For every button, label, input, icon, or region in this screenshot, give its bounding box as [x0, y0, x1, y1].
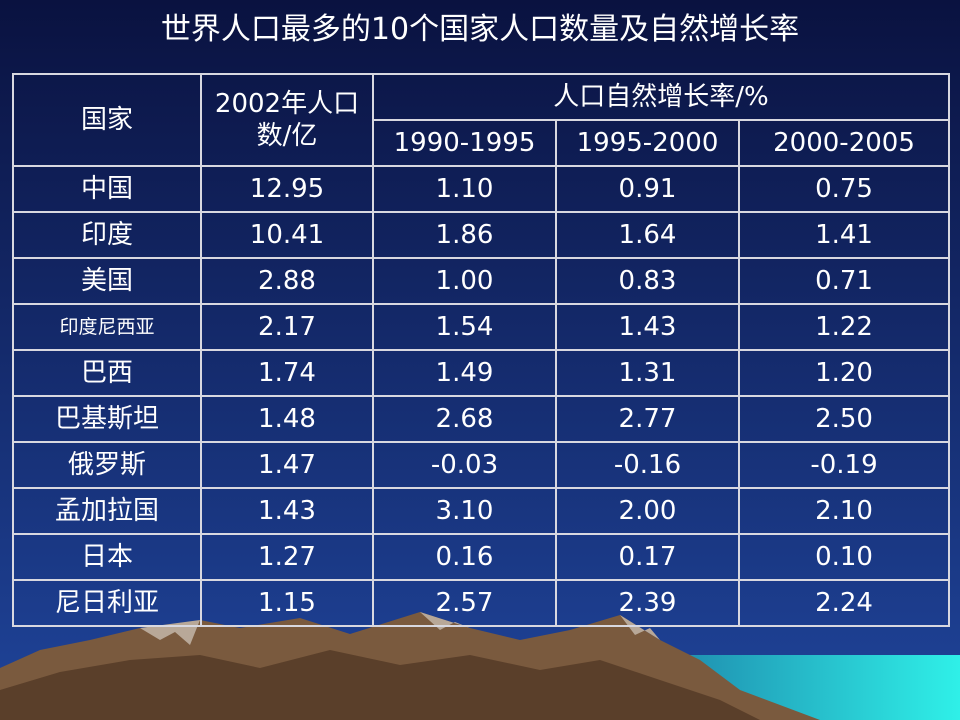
value-cell: 1.86	[372, 211, 557, 259]
value-cell: 1.74	[200, 349, 374, 397]
title: 世界人口最多的10个国家人口数量及自然增长率	[160, 12, 800, 47]
country-cell: 印度	[12, 211, 202, 259]
value-cell: 0.10	[737, 533, 951, 581]
country-cell: 俄罗斯	[12, 441, 202, 489]
value-cell: 1.20	[737, 349, 951, 397]
table-row: 孟加拉国 1.43 3.10 2.00 2.10	[12, 487, 951, 535]
header-cell: 国家	[12, 73, 202, 167]
value-cell: 2.17	[200, 303, 374, 351]
country-cell: 美国	[12, 257, 202, 305]
table-row: 巴基斯坦 1.48 2.68 2.77 2.50	[12, 395, 951, 443]
value-cell: 1.22	[737, 303, 951, 351]
value-cell: 1.15	[200, 579, 374, 627]
mountains-front	[0, 650, 760, 720]
value-cell: 1.64	[555, 211, 740, 259]
country-cell: 巴基斯坦	[12, 395, 202, 443]
value-cell: 1.48	[200, 395, 374, 443]
country-cell: 中国	[12, 165, 202, 213]
value-cell: 2.00	[555, 487, 740, 535]
value-cell: 1.00	[372, 257, 557, 305]
table-row: 尼日利亚 1.15 2.57 2.39 2.24	[12, 579, 951, 627]
value-cell: 0.75	[737, 165, 951, 213]
value-cell: 1.31	[555, 349, 740, 397]
value-cell: 1.10	[372, 165, 557, 213]
value-cell: 2.88	[200, 257, 374, 305]
data-table: 国家 2002年人口数/亿 人口自然增长率/% 1990-1995 1995-2…	[12, 73, 951, 627]
value-cell: -0.03	[372, 441, 557, 489]
value-cell: 10.41	[200, 211, 374, 259]
value-cell: 1.41	[737, 211, 951, 259]
header-cell: 1990-1995	[372, 119, 557, 167]
value-cell: 1.54	[372, 303, 557, 351]
country-cell: 印度尼西亚	[12, 303, 202, 351]
value-cell: 1.43	[200, 487, 374, 535]
value-cell: 12.95	[200, 165, 374, 213]
value-cell: 1.43	[555, 303, 740, 351]
header-cell: 2000-2005	[737, 119, 951, 167]
value-cell: 0.91	[555, 165, 740, 213]
table-row: 美国 2.88 1.00 0.83 0.71	[12, 257, 951, 305]
value-cell: 3.10	[372, 487, 557, 535]
table-row: 俄罗斯 1.47 -0.03 -0.16 -0.19	[12, 441, 951, 489]
value-cell: 2.50	[737, 395, 951, 443]
value-cell: 0.71	[737, 257, 951, 305]
value-cell: -0.19	[737, 441, 951, 489]
value-cell: 0.16	[372, 533, 557, 581]
value-cell: 2.39	[555, 579, 740, 627]
value-cell: 2.77	[555, 395, 740, 443]
header-cell: 1995-2000	[555, 119, 740, 167]
value-cell: 0.17	[555, 533, 740, 581]
value-cell: 2.10	[737, 487, 951, 535]
table-row: 印度 10.41 1.86 1.64 1.41	[12, 211, 951, 259]
country-cell: 孟加拉国	[12, 487, 202, 535]
header-cell: 2002年人口数/亿	[200, 73, 374, 167]
value-cell: -0.16	[555, 441, 740, 489]
value-cell: 1.49	[372, 349, 557, 397]
table-row: 巴西 1.74 1.49 1.31 1.20	[12, 349, 951, 397]
value-cell: 2.24	[737, 579, 951, 627]
table-row: 印度尼西亚 2.17 1.54 1.43 1.22	[12, 303, 951, 351]
value-cell: 1.47	[200, 441, 374, 489]
country-cell: 尼日利亚	[12, 579, 202, 627]
value-cell: 2.57	[372, 579, 557, 627]
table-row: 日本 1.27 0.16 0.17 0.10	[12, 533, 951, 581]
header-cell: 人口自然增长率/%	[371, 73, 951, 121]
country-cell: 巴西	[12, 349, 202, 397]
value-cell: 0.83	[555, 257, 740, 305]
value-cell: 1.27	[200, 533, 374, 581]
value-cell: 2.68	[372, 395, 557, 443]
country-cell: 日本	[12, 533, 202, 581]
table-row: 中国 12.95 1.10 0.91 0.75	[12, 165, 951, 213]
